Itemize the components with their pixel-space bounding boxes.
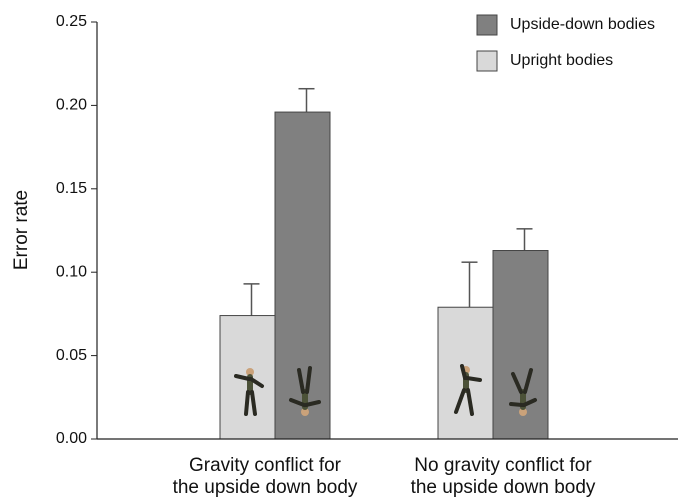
- y-tick-label: 0.25: [56, 13, 87, 30]
- legend-label: Upside-down bodies: [510, 16, 655, 33]
- y-tick-label: 0.10: [56, 263, 87, 280]
- y-axis-label: Error rate: [11, 190, 32, 270]
- y-tick-label: 0.00: [56, 430, 87, 447]
- y-tick-label: 0.05: [56, 347, 87, 364]
- legend-swatch: [477, 15, 497, 35]
- legend-swatch: [477, 51, 497, 71]
- page: Error rate 0.00 0.05 0.10 0.15 0.20 0.25 Gravi…: [0, 0, 699, 499]
- chart: Error rate 0.00 0.05 0.10 0.15 0.20 0.25 Gravi…: [0, 0, 699, 499]
- y-tick-label: 0.20: [56, 97, 87, 114]
- x-tick-label: the upside down body: [173, 477, 358, 498]
- x-tick-label: No gravity conflict for: [414, 455, 592, 476]
- x-tick-label: Gravity conflict for: [189, 455, 342, 476]
- x-tick-label: the upside down body: [411, 477, 596, 498]
- y-tick-label: 0.15: [56, 180, 87, 197]
- legend-label: Upright bodies: [510, 52, 613, 69]
